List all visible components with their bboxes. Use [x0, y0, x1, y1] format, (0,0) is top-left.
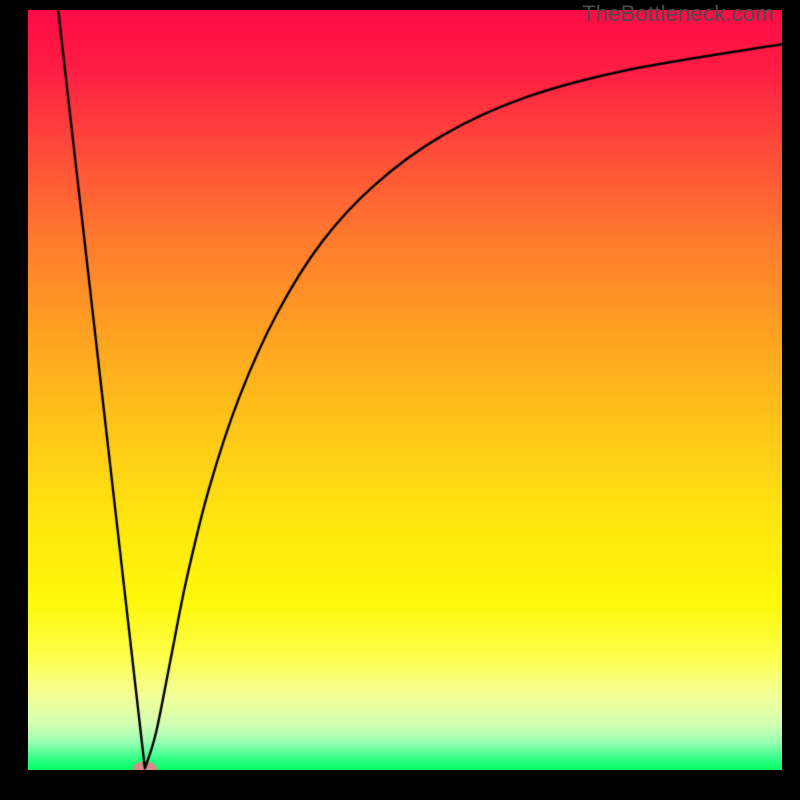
watermark-text: TheBottleneck.com	[582, 1, 774, 27]
plot-area	[28, 10, 782, 770]
plot-canvas	[28, 10, 782, 770]
chart-root: TheBottleneck.com	[0, 0, 800, 800]
